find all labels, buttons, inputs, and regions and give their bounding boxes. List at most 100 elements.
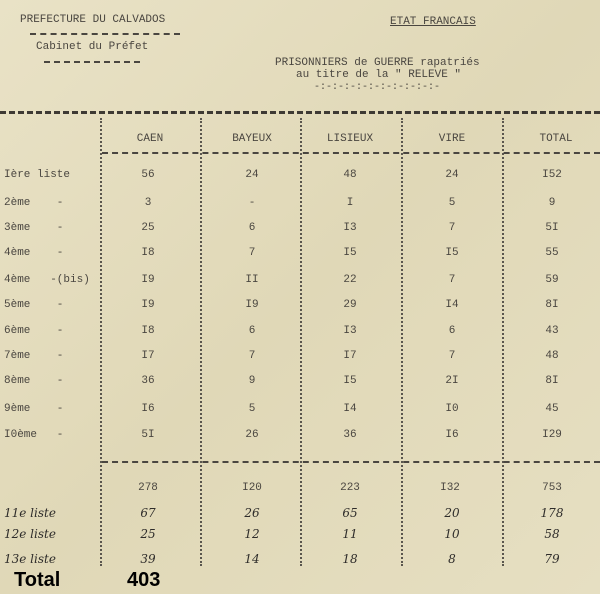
table-cell: 43	[545, 325, 559, 337]
table-cell: 8I	[545, 375, 559, 387]
subtotal-row: 278 I20 223 I32 753	[0, 482, 600, 502]
table-cell: 178	[540, 506, 564, 520]
table-cell: II	[245, 274, 259, 286]
row-label: 4ème -	[4, 247, 64, 259]
table-cell: 48	[545, 350, 559, 362]
table-cell: 29	[343, 299, 357, 311]
table-cell: I7	[343, 350, 357, 362]
table-cell: 6	[248, 325, 256, 337]
table-cell: 36	[141, 375, 155, 387]
etat-title: ETAT FRANCAIS	[390, 16, 476, 28]
row-label: 11e liste	[4, 506, 56, 520]
table-row: 7ème - I7 7 I7 7 48	[0, 350, 600, 370]
table-row: 3ème - 25 6 I3 7 5I	[0, 222, 600, 242]
document-title-line1: PRISONNIERS de GUERRE rapatriés	[275, 57, 480, 69]
table-cell: 79	[544, 552, 560, 566]
table-row: 4ème - I8 7 I5 I5 55	[0, 247, 600, 267]
column-header-caen: CAEN	[136, 133, 164, 145]
handwritten-row: 11e liste 67 26 65 20 178	[0, 506, 600, 526]
table-row: I0ème - 5I 26 36 I6 I29	[0, 429, 600, 449]
column-separator	[502, 118, 504, 566]
table-row: 4ème -(bis) I9 II 22 7 59	[0, 274, 600, 294]
table-cell: 10	[444, 527, 460, 541]
table-cell: 24	[445, 169, 459, 181]
table-cell: 8I	[545, 299, 559, 311]
table-cell: 8	[448, 552, 456, 566]
total-label: Total	[14, 569, 61, 591]
prefecture-title: PREFECTURE DU CALVADOS	[20, 14, 166, 26]
table-cell: 7	[448, 222, 456, 234]
table-cell: 25	[141, 222, 155, 234]
table-cell: 7	[448, 274, 456, 286]
table-top-rule	[0, 111, 600, 114]
table-cell: 7	[248, 350, 256, 362]
table-header-row: CAEN BAYEUX LISIEUX VIRE TOTAL	[0, 133, 600, 153]
row-label: 4ème -(bis)	[4, 274, 90, 286]
table-cell: 55	[545, 247, 559, 259]
subtotal-bayeux: I20	[242, 482, 262, 494]
header-rule	[102, 152, 600, 154]
handwritten-row: 13e liste 39 14 18 8 79	[0, 552, 600, 572]
row-label: 7ème -	[4, 350, 64, 362]
table-cell: 5	[448, 197, 456, 209]
table-cell: 65	[342, 506, 358, 520]
table-cell: 18	[342, 552, 358, 566]
table-cell: 7	[448, 350, 456, 362]
table-cell: 5	[248, 403, 256, 415]
table-cell: 14	[244, 552, 260, 566]
table-row: Ière liste 56 24 48 24 I52	[0, 169, 600, 189]
table-cell: 45	[545, 403, 559, 415]
subtotal-total: 753	[542, 482, 562, 494]
table-cell: I52	[542, 169, 562, 181]
table-cell: 7	[248, 247, 256, 259]
table-cell: 9	[248, 375, 256, 387]
row-label: 3ème -	[4, 222, 64, 234]
table-cell: 67	[140, 506, 156, 520]
table-row: 9ème - I6 5 I4 I0 45	[0, 403, 600, 423]
table-cell: 36	[343, 429, 357, 441]
column-separator	[200, 118, 202, 566]
handwritten-row: 12e liste 25 12 11 10 58	[0, 527, 600, 547]
column-header-total: TOTAL	[539, 133, 573, 145]
table-cell: 26	[244, 506, 260, 520]
cabinet-subtitle: Cabinet du Préfet	[36, 41, 149, 53]
table-cell: 20	[444, 506, 460, 520]
column-header-bayeux: BAYEUX	[232, 133, 272, 145]
column-separator	[401, 118, 403, 566]
column-header-lisieux: LISIEUX	[326, 133, 374, 145]
table-cell: I	[346, 197, 354, 209]
table-cell: 9	[548, 197, 556, 209]
subtotal-vire: I32	[440, 482, 460, 494]
table-cell: I3	[343, 222, 357, 234]
column-separator	[300, 118, 302, 566]
table-cell: 2I	[445, 375, 459, 387]
table-cell: I5	[445, 247, 459, 259]
table-cell: I8	[141, 325, 155, 337]
table-cell: I4	[343, 403, 357, 415]
table-cell: I5	[343, 375, 357, 387]
table-cell: I8	[141, 247, 155, 259]
table-cell: 58	[544, 527, 560, 541]
row-label: 2ème -	[4, 197, 64, 209]
document-title-line2: au titre de la " RELEVE "	[296, 69, 462, 81]
table-cell: 5I	[545, 222, 559, 234]
table-cell: 24	[245, 169, 259, 181]
row-label: 8ème -	[4, 375, 64, 387]
table-cell: I5	[343, 247, 357, 259]
divider	[30, 33, 180, 35]
table-cell: 26	[245, 429, 259, 441]
table-cell: I9	[245, 299, 259, 311]
row-label: 12e liste	[4, 527, 56, 541]
table-cell: 12	[244, 527, 260, 541]
row-label: 6ème -	[4, 325, 64, 337]
divider	[44, 61, 140, 63]
table-cell: I6	[445, 429, 459, 441]
row-label: I0ème -	[4, 429, 64, 441]
table-cell: I9	[141, 274, 155, 286]
table-cell: 6	[248, 222, 256, 234]
ornament: -:-:-:-:-:-:-:-:-:-:-	[314, 82, 441, 93]
row-label: 5ème -	[4, 299, 64, 311]
row-label: 9ème -	[4, 403, 64, 415]
table-row: 2ème - 3 - I 5 9	[0, 197, 600, 217]
table-cell: 6	[448, 325, 456, 337]
